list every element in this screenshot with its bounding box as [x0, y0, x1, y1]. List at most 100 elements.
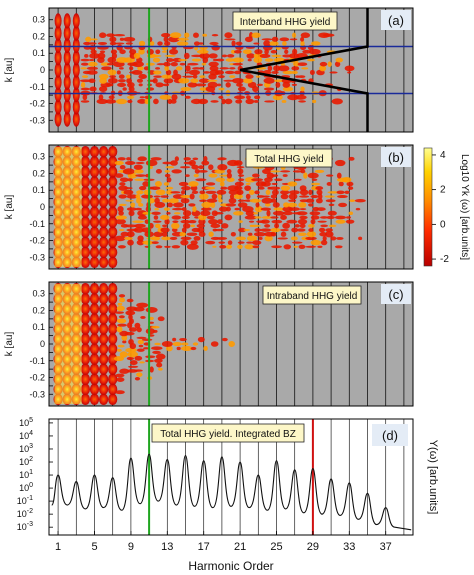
yield-blob	[255, 202, 260, 208]
yield-blob	[164, 65, 170, 72]
yield-blob	[199, 66, 205, 70]
yield-blob	[355, 207, 361, 211]
yield-blob	[308, 223, 315, 228]
yield-blob	[242, 205, 254, 213]
yield-blob	[89, 353, 100, 365]
panel-d: 105 104 103 102 101 100 10-1 10-2 10-3 1 5 9 13 17 21…	[17, 417, 439, 573]
yield-blob	[310, 239, 322, 246]
yield-blob	[266, 172, 275, 179]
yield-blob	[217, 75, 225, 79]
yield-blob	[218, 199, 223, 203]
yield-blob	[108, 363, 118, 375]
yield-blob	[116, 377, 125, 382]
yield-blob	[88, 61, 98, 67]
yield-blob	[80, 166, 90, 178]
yield-blob	[89, 186, 100, 198]
yield-blob	[203, 156, 208, 162]
yield-blob	[261, 181, 271, 187]
yield-blob	[155, 67, 161, 70]
yield-blob	[228, 341, 235, 347]
yield-blob	[236, 166, 245, 169]
yield-blob	[172, 341, 182, 347]
yield-blob	[99, 166, 109, 178]
yield-blob	[80, 206, 90, 218]
yield-blob	[142, 240, 154, 245]
yield-blob	[181, 342, 189, 346]
yield-blob	[99, 363, 109, 375]
y-tick-label: -0.3	[29, 389, 45, 399]
yield-blob	[289, 38, 298, 41]
yield-blob	[264, 235, 273, 242]
yield-blob	[206, 198, 218, 203]
yield-blob	[118, 315, 125, 319]
yield-blob	[117, 323, 128, 327]
colorbar: 4 2 0 -2 Log10 Yk (ω) [arb.units]	[423, 147, 470, 267]
yield-blob	[108, 393, 118, 405]
yield-blob	[117, 302, 123, 306]
yield-blob	[142, 181, 150, 187]
yield-blob	[194, 44, 199, 51]
yield-blob	[81, 75, 89, 78]
yield-blob	[126, 157, 132, 161]
yield-blob	[252, 173, 260, 178]
yield-blob	[133, 52, 141, 59]
yield-blob	[297, 232, 307, 237]
yield-blob	[299, 195, 310, 198]
yield-blob	[135, 207, 142, 211]
yield-blob	[346, 216, 351, 219]
yield-blob	[118, 294, 126, 298]
yield-blob	[193, 41, 200, 46]
yield-blob	[280, 185, 291, 191]
y-tick-label: 0.1	[32, 48, 45, 58]
yield-blob	[108, 166, 118, 178]
yield-blob	[190, 240, 198, 245]
yield-blob	[233, 49, 242, 54]
yield-blob	[218, 206, 228, 212]
yield-blob	[288, 199, 297, 202]
yield-blob	[212, 245, 217, 248]
panel-c: 0.3 0.2 0.1 0 -0.1 -0.2 -0.3 k [au] Intraband …	[4, 281, 414, 407]
yield-blob	[149, 41, 155, 46]
yield-blob	[167, 202, 173, 208]
yield-blob	[80, 303, 90, 315]
yield-blob	[263, 77, 275, 84]
yield-blob	[54, 111, 62, 127]
yield-blob	[153, 220, 162, 223]
colorbar-tick-label: 2	[440, 185, 446, 196]
yield-blob	[108, 283, 118, 295]
yield-blob	[306, 58, 316, 62]
yield-blob	[280, 231, 287, 237]
yield-blob	[220, 186, 228, 190]
yield-blob	[119, 164, 126, 170]
yield-blob	[264, 177, 273, 183]
yield-blob	[179, 337, 187, 342]
yield-blob	[80, 393, 90, 405]
yield-blob	[245, 74, 254, 79]
panel-b-y-axis: 0.3 0.2 0.1 0 -0.1 -0.2 -0.3	[29, 152, 53, 262]
yield-blob	[271, 36, 279, 42]
yield-blob	[297, 218, 308, 225]
yield-blob	[171, 73, 182, 80]
yield-blob	[207, 81, 218, 89]
yield-blob	[116, 305, 125, 312]
yield-blob	[193, 173, 199, 178]
yield-blob	[317, 220, 327, 223]
yield-blob	[330, 236, 337, 241]
yield-blob	[145, 355, 156, 359]
yield-blob	[165, 186, 174, 190]
yield-blob	[177, 58, 188, 62]
yield-blob	[211, 44, 220, 51]
yield-blob	[317, 245, 323, 248]
yield-blob	[80, 353, 90, 365]
yield-blob	[199, 52, 210, 60]
yield-blob	[89, 363, 100, 375]
yield-blob	[80, 343, 90, 355]
yield-blob	[119, 182, 126, 186]
yield-blob	[308, 228, 314, 232]
yield-blob	[177, 37, 189, 41]
yield-blob	[87, 42, 97, 45]
yield-blob	[237, 178, 245, 182]
yield-blob	[292, 48, 298, 55]
yield-blob	[215, 58, 225, 62]
yield-blob	[188, 69, 201, 76]
